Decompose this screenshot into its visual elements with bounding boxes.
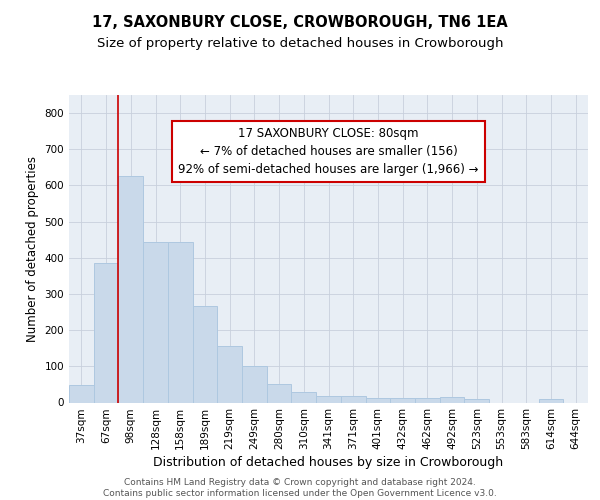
X-axis label: Distribution of detached houses by size in Crowborough: Distribution of detached houses by size … [154,456,503,469]
Bar [143,242,168,402]
Bar [242,366,267,402]
Bar [464,399,489,402]
Text: Contains HM Land Registry data © Crown copyright and database right 2024.
Contai: Contains HM Land Registry data © Crown c… [103,478,497,498]
Bar [365,398,390,402]
Bar [118,176,143,402]
Y-axis label: Number of detached properties: Number of detached properties [26,156,39,342]
Bar [415,398,440,402]
Bar [267,384,292,402]
Bar [94,263,118,402]
Bar [390,398,415,402]
Text: 17 SAXONBURY CLOSE: 80sqm
← 7% of detached houses are smaller (156)
92% of semi-: 17 SAXONBURY CLOSE: 80sqm ← 7% of detach… [178,128,479,176]
Bar [193,306,217,402]
Bar [341,396,365,402]
Text: Size of property relative to detached houses in Crowborough: Size of property relative to detached ho… [97,38,503,51]
Bar [316,396,341,402]
Text: 17, SAXONBURY CLOSE, CROWBOROUGH, TN6 1EA: 17, SAXONBURY CLOSE, CROWBOROUGH, TN6 1E… [92,15,508,30]
Bar [292,392,316,402]
Bar [217,346,242,403]
Bar [168,242,193,402]
Bar [539,399,563,402]
Bar [69,386,94,402]
Bar [440,397,464,402]
